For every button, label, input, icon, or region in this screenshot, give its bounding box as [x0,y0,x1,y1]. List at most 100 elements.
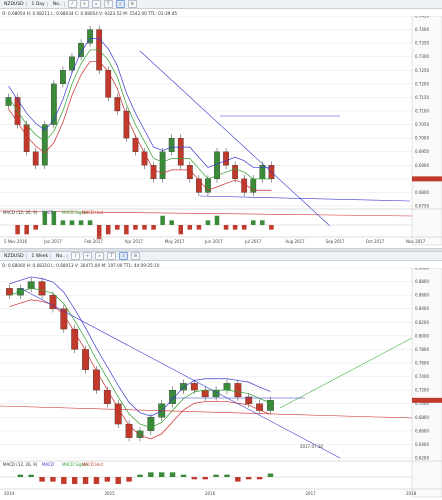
macd-histogram-bar [235,477,241,482]
zoom-icon[interactable]: ⌕ [91,0,101,8]
candle [190,383,198,391]
candle [125,423,133,438]
trend-line [0,405,413,419]
date-tick-label: Feb 2017 [84,239,103,244]
candle [60,308,68,330]
settings-icon[interactable]: ⚙ [131,252,141,260]
price-axis [411,16,442,246]
date-tick-label: 2017 [306,491,317,496]
macd-legend-item: MACD Hist [82,462,103,467]
bollinger-lower-band [9,299,271,440]
price-tick-label: 0.7100 [415,109,429,114]
macd-legend-item: MACD Signal [62,462,88,467]
candle [234,383,242,398]
candle [159,151,166,180]
macd-legend-item: MACD Signal [62,210,88,215]
candle [32,151,39,166]
price-tick-label: 0.8600 [415,293,429,298]
candle [123,110,130,139]
candle [69,56,75,71]
macd-histogram-bar [39,477,45,482]
candle [27,281,35,289]
macd-histogram-bar [202,477,208,480]
text-tool-icon[interactable]: T [107,252,117,260]
date-tick-label: 2018 [406,491,417,496]
date-tick-label: May 2017 [165,239,185,244]
candle [41,124,48,166]
candle [223,151,229,166]
macd-histogram-bar [96,225,102,239]
candle [105,70,112,98]
price-tick-label: 0.6800 [415,415,429,420]
bollinger-upper-band [8,38,272,168]
macd-histogram-bar [241,225,247,230]
macd-histogram-bar [24,225,29,235]
candle [241,178,248,193]
timeframe-select-bottom[interactable]: 1 Week [30,253,52,259]
candle [82,349,89,370]
price-tick-label: 0.8200 [415,320,429,325]
price-tick-label: 0.6900 [415,163,429,168]
candle [93,369,100,391]
candle [103,389,111,404]
macd-histogram-bar [51,211,57,225]
text-tool-icon[interactable]: T [103,0,113,8]
select-tool-icon[interactable]: ⇧ [119,252,129,260]
settings-icon[interactable]: ⚙ [127,0,137,8]
candle [87,29,93,44]
date-tick-label: Aug 2017 [285,239,305,244]
draw-line-icon[interactable]: / [67,0,77,8]
panel-divider[interactable] [0,248,442,252]
macd-histogram-bar [28,474,34,477]
bottom-chart-canvas[interactable]: 0.9000 0.8800 0.8600 0.8400 0.8200 0.8000 0.78… [0,268,442,500]
date-tick-label: Apr 2017 [125,239,144,244]
moving-average-line [8,49,272,180]
top-chart-canvas[interactable]: 0.7450 0.7400 0.7350 0.7300 0.7250 0.7200 0.71… [0,16,442,248]
date-tick-label: 5 Nov 2016 [4,239,28,244]
price-tick-label: 0.8000 [415,333,429,338]
crosshair-icon[interactable]: + [83,252,93,260]
price-tick-label: 0.7400 [415,27,429,32]
candle [232,165,239,180]
extra-select-bottom[interactable]: No.. [54,253,69,259]
trend-line [0,210,413,217]
zoom-icon[interactable]: ⌕ [95,252,105,260]
moving-average-line [9,287,271,428]
macd-histogram-bar [178,225,184,235]
price-tick-label: 0.7300 [415,54,429,59]
candle [168,137,175,152]
extra-select[interactable]: No.. [51,1,65,7]
price-tick-label: 0.6750 [415,204,429,209]
trend-line [19,287,341,459]
bollinger-upper-band [9,276,271,417]
macd-histogram-bar [126,477,132,482]
date-tick-label: Oct 2017 [366,239,385,244]
timeframe-select[interactable]: 1 Day [30,1,48,7]
bottom-toolbar: NZDUSD 1 Week No.. / + ⌕ T ⇧ ⚙ [0,252,442,261]
symbol-select-bottom[interactable]: NZDUSD [2,253,27,259]
price-tick-label: 0.8800 [415,279,429,284]
macd-histogram-bar [250,220,256,225]
macd-histogram-bar [104,477,111,482]
candle [38,281,46,296]
macd-histogram-bar [267,473,274,477]
trend-line [199,195,411,202]
bollinger-lower-band [8,60,272,191]
price-tick-label: 0.7150 [415,95,429,100]
symbol-select[interactable]: NZDUSD [2,1,27,7]
macd-histogram-bar [124,225,129,235]
price-tick-label: 0.9000 [415,268,429,271]
macd-histogram-bar [151,225,156,230]
draw-line-icon[interactable]: / [71,252,81,260]
macd-histogram-bar [191,477,198,480]
price-tick-label: 0.7000 [415,401,429,406]
candle [196,178,202,193]
candle [256,403,264,411]
macd-legend-item: MACD [42,462,54,467]
macd-label: MACD (12, 26, 9) [3,462,38,467]
crosshair-icon[interactable]: + [79,0,89,8]
price-tick-label: 0.6400 [415,442,429,447]
price-tick-label: 0.6200 [415,456,429,461]
select-tool-icon[interactable]: ⇧ [115,0,125,8]
